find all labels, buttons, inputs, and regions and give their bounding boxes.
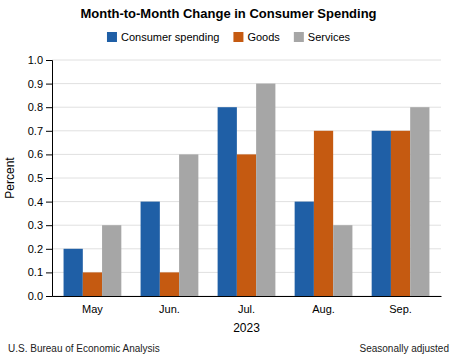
tick-label: 0.2 bbox=[28, 243, 43, 255]
tick-mark bbox=[46, 296, 52, 297]
tick-label: 0.4 bbox=[28, 196, 43, 208]
y-tick: 0.3 bbox=[28, 219, 52, 231]
grid-line bbox=[52, 107, 441, 108]
legend-swatch bbox=[233, 32, 243, 42]
bar bbox=[256, 84, 275, 296]
y-tick: 0.7 bbox=[28, 125, 52, 137]
tick-label: 0.5 bbox=[28, 172, 43, 184]
title: Month-to-Month Change in Consumer Spendi… bbox=[80, 6, 376, 21]
grid bbox=[52, 60, 441, 296]
y-axis: 0.0 0.1 0.2 0.3 0.4 0.5 0.6 0.7 0.8 0.9 1.0 bbox=[28, 54, 53, 302]
x-tick: Aug. bbox=[312, 303, 335, 315]
plot: 0.0 0.1 0.2 0.3 0.4 0.5 0.6 0.7 0.8 0.9 1.0 May Jun.… bbox=[28, 54, 442, 315]
y-tick: 0.4 bbox=[28, 196, 52, 208]
tick-mark bbox=[46, 131, 52, 132]
bar bbox=[237, 154, 256, 296]
tick-mark bbox=[46, 202, 52, 203]
bar bbox=[141, 202, 160, 296]
legend-swatch bbox=[107, 32, 117, 42]
tick-mark bbox=[46, 272, 52, 273]
legend: Consumer spending Goods Services bbox=[107, 31, 351, 43]
y-tick: 0.0 bbox=[28, 290, 52, 302]
bar bbox=[391, 131, 410, 296]
x-axis: May Jun. Jul. Aug. Sep. bbox=[53, 297, 442, 315]
legend-label: Services bbox=[308, 31, 351, 43]
bar bbox=[372, 131, 391, 296]
x-tick: Sep. bbox=[389, 303, 412, 315]
bar bbox=[314, 131, 333, 296]
tick-label: 0.1 bbox=[28, 266, 43, 278]
tick-label: 0.6 bbox=[28, 148, 43, 160]
tick-mark bbox=[46, 249, 52, 250]
tick-label: 0.0 bbox=[28, 290, 43, 302]
y-tick: 1.0 bbox=[28, 54, 52, 66]
y-tick: 0.8 bbox=[28, 101, 52, 113]
tick-label: Jun. bbox=[159, 303, 180, 315]
legend-label: Goods bbox=[247, 31, 280, 43]
bar-series bbox=[102, 84, 429, 296]
x-tick: Jun. bbox=[159, 303, 180, 315]
tick-label: 0.8 bbox=[28, 101, 43, 113]
grid-line bbox=[52, 83, 441, 84]
bar bbox=[102, 225, 121, 296]
bar bbox=[218, 107, 237, 296]
tick-label: Aug. bbox=[312, 303, 335, 315]
bar-series bbox=[64, 107, 391, 296]
y-axis-title: Percent bbox=[3, 157, 17, 199]
y-tick: 0.9 bbox=[28, 78, 52, 90]
tick-mark bbox=[46, 60, 52, 61]
bar bbox=[64, 249, 83, 296]
chart: Month-to-Month Change in Consumer Spendi… bbox=[0, 0, 457, 360]
x-tick: Jul. bbox=[238, 303, 255, 315]
bar bbox=[83, 272, 102, 296]
legend-swatch bbox=[294, 32, 304, 42]
tick-mark bbox=[46, 178, 52, 179]
bar bbox=[295, 202, 314, 296]
y-tick: 0.5 bbox=[28, 172, 52, 184]
y-tick: 0.1 bbox=[28, 266, 52, 278]
bar bbox=[160, 272, 179, 296]
y-tick: 0.2 bbox=[28, 243, 52, 255]
tick-label: Jul. bbox=[238, 303, 255, 315]
tick-mark bbox=[46, 107, 52, 108]
bars bbox=[64, 84, 430, 296]
tick-label: 0.3 bbox=[28, 219, 43, 231]
axis-line bbox=[53, 296, 442, 297]
annotation: U.S. Bureau of Economic Analysis bbox=[8, 343, 160, 354]
bar bbox=[333, 225, 352, 296]
tick-label: 1.0 bbox=[28, 54, 43, 66]
legend-item: Goods bbox=[233, 31, 280, 43]
x-axis-title: 2023 bbox=[233, 321, 260, 335]
tick-mark bbox=[46, 154, 52, 155]
bar bbox=[179, 154, 198, 296]
bar-series bbox=[83, 131, 410, 296]
tick-mark bbox=[46, 84, 52, 85]
axis-line bbox=[46, 61, 53, 297]
legend-item: Services bbox=[294, 31, 351, 43]
tick-mark bbox=[46, 225, 52, 226]
legend-item: Consumer spending bbox=[107, 31, 219, 43]
tick-label: May bbox=[82, 303, 103, 315]
grid-line bbox=[52, 60, 441, 61]
bar bbox=[410, 107, 429, 296]
legend-label: Consumer spending bbox=[121, 31, 219, 43]
y-tick: 0.6 bbox=[28, 148, 52, 160]
tick-label: 0.7 bbox=[28, 125, 43, 137]
tick-label: Sep. bbox=[389, 303, 412, 315]
tick-label: 0.9 bbox=[28, 78, 43, 90]
x-tick: May bbox=[82, 303, 103, 315]
annotation: Seasonally adjusted bbox=[359, 343, 449, 354]
